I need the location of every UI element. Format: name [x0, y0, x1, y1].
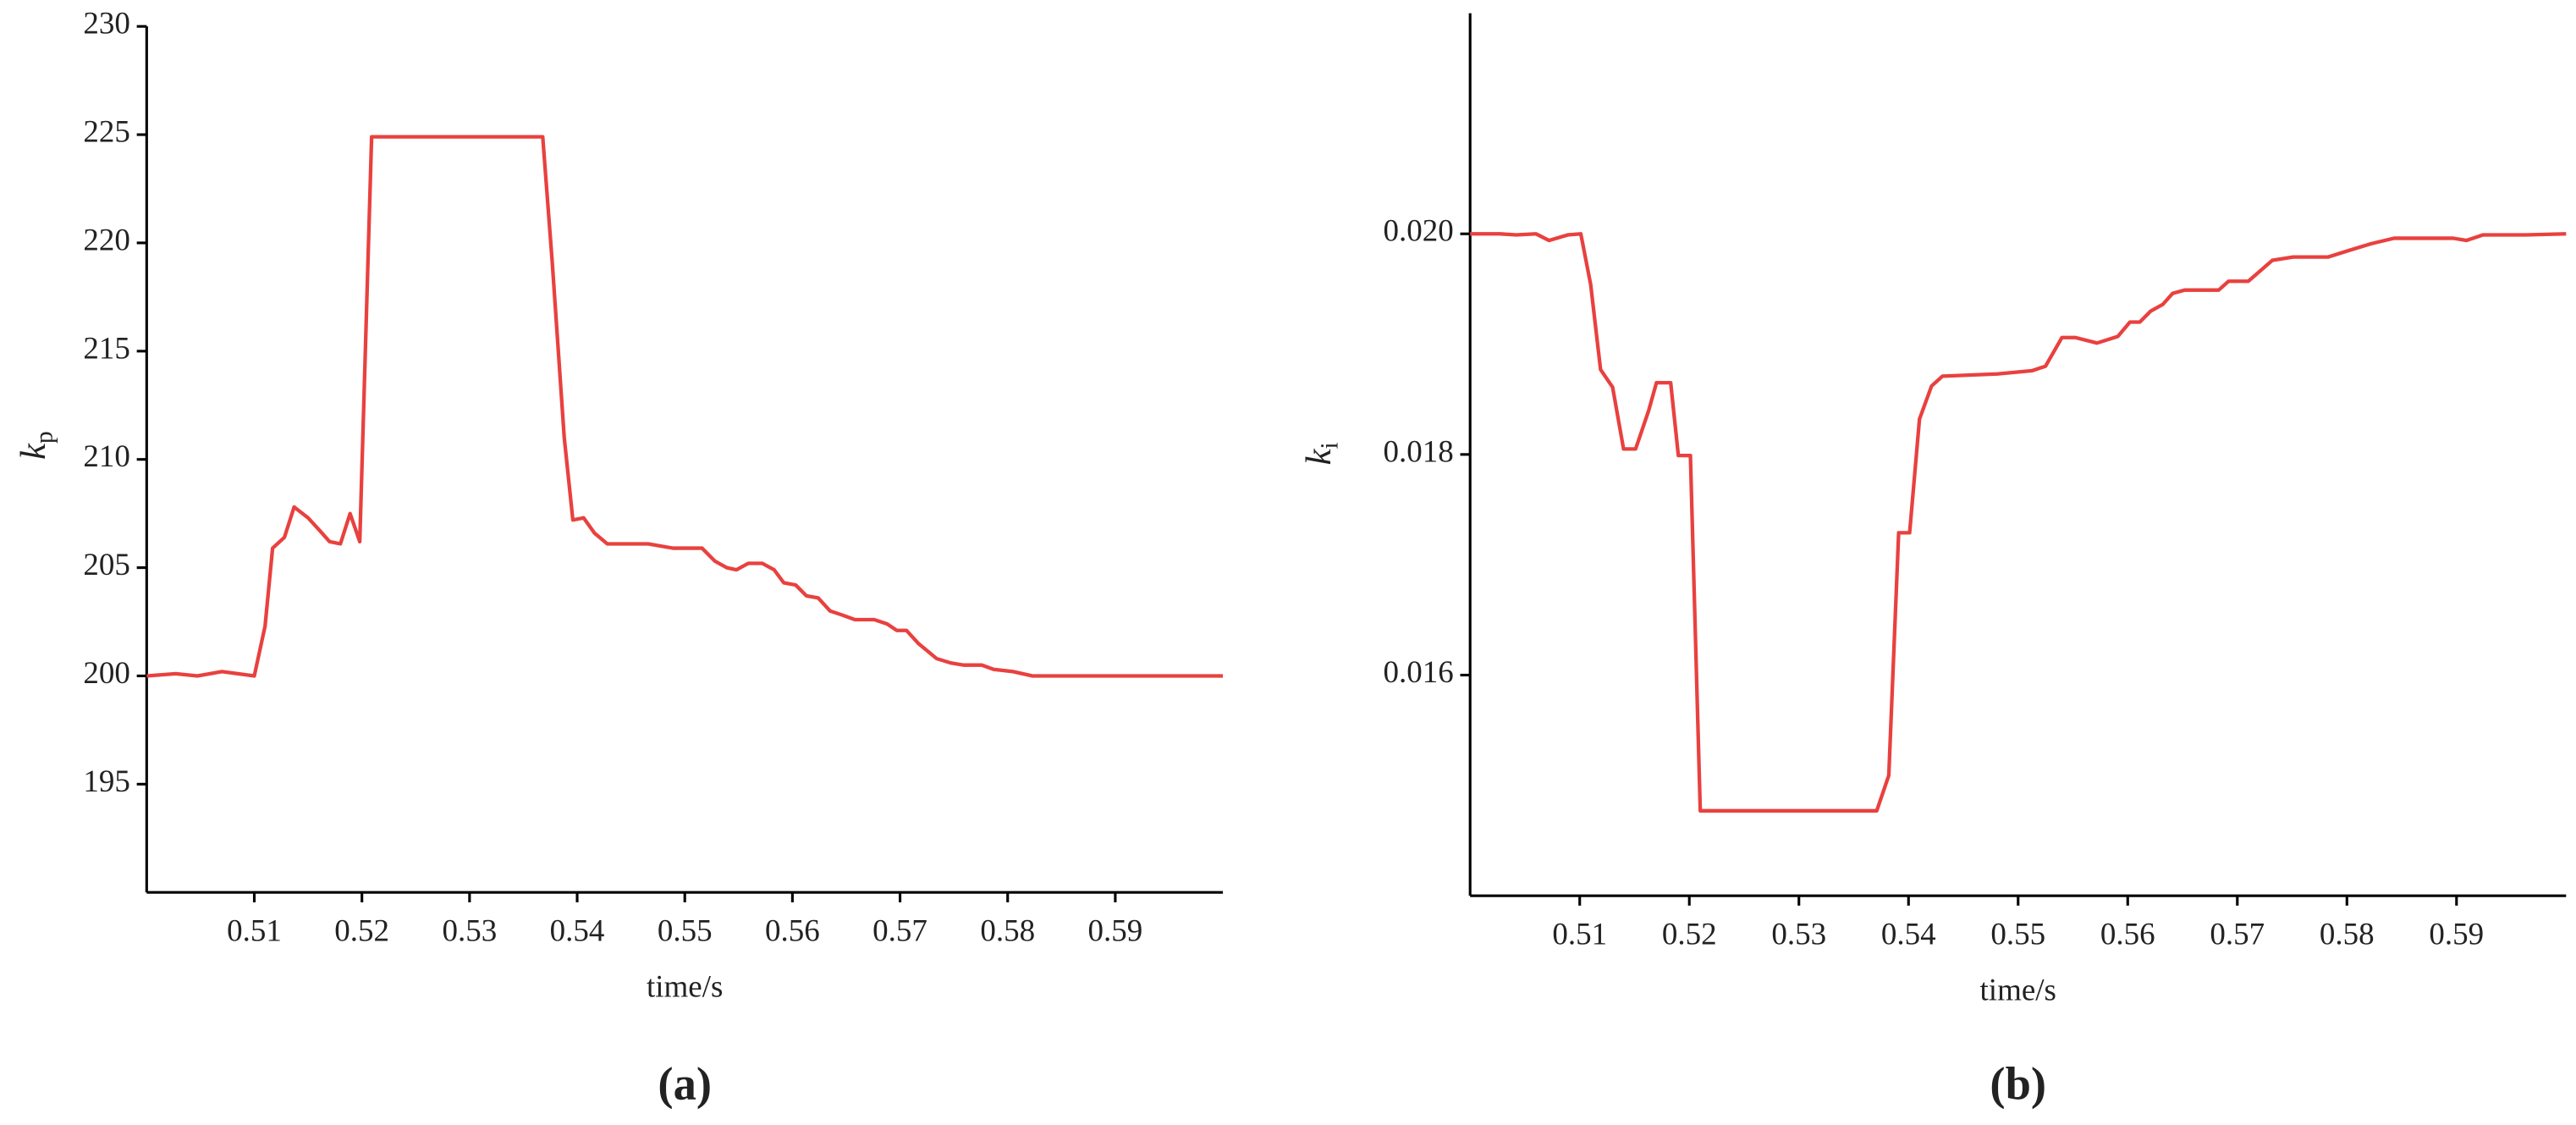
x-tick-label: 0.57	[872, 913, 927, 948]
x-tick-label: 0.59	[1088, 913, 1143, 948]
x-axis-label: time/s	[1980, 973, 2056, 1008]
x-tick-label: 0.58	[2320, 917, 2375, 951]
x-tick-label: 0.51	[227, 913, 282, 948]
y-tick-label: 215	[83, 331, 129, 366]
x-tick-label: 0.53	[1771, 917, 1826, 951]
chart-panel: 195 200 205 210 215 220 225 230 0.51 0.52 0.53 0.54…	[14, 7, 1224, 1110]
x-tick-label: 0.52	[1662, 917, 1717, 951]
x-tick-label: 0.54	[1881, 917, 1936, 951]
y-axis-label: ki	[1299, 442, 1344, 465]
x-tick-label: 0.52	[334, 913, 389, 948]
x-axis-label: time/s	[647, 970, 723, 1005]
y-axis-label-main: k	[14, 443, 53, 460]
x-tick-label: 0.58	[980, 913, 1035, 948]
y-tick-label: 205	[83, 548, 129, 582]
data-line	[1470, 232, 2567, 813]
y-tick-label: 195	[83, 764, 129, 799]
x-tick-label: 0.51	[1552, 917, 1607, 951]
y-tick-label: 220	[83, 223, 129, 257]
y-tick-label: 0.018	[1384, 434, 1454, 469]
y-tick-label: 0.020	[1384, 214, 1454, 249]
y-axis-label-main: k	[1299, 448, 1339, 465]
panel-caption: (a)	[658, 1058, 712, 1110]
y-axis-label-sub: i	[1316, 442, 1343, 449]
chart-panel: 0.016 0.018 0.020 0.51 0.52 0.53 0.54 0.55 0.56 0…	[1299, 13, 2567, 1110]
x-tick-label: 0.56	[2100, 917, 2155, 951]
y-tick-label: 230	[83, 7, 129, 41]
y-axis-label: kp	[14, 431, 58, 460]
x-tick-label: 0.57	[2210, 917, 2265, 951]
y-tick-label: 200	[83, 656, 129, 691]
x-tick-label: 0.55	[1990, 917, 2045, 951]
y-tick-label: 225	[83, 115, 129, 150]
x-tick-label: 0.54	[550, 913, 605, 948]
panel-caption: (b)	[1990, 1058, 2046, 1110]
x-tick-label: 0.55	[658, 913, 713, 948]
x-tick-label: 0.56	[765, 913, 820, 948]
y-tick-label: 0.016	[1384, 655, 1454, 690]
x-tick-label: 0.53	[442, 913, 497, 948]
data-line	[146, 135, 1224, 678]
y-axis-label-sub: p	[30, 431, 58, 444]
x-tick-label: 0.59	[2429, 917, 2484, 951]
y-tick-label: 210	[83, 439, 129, 474]
